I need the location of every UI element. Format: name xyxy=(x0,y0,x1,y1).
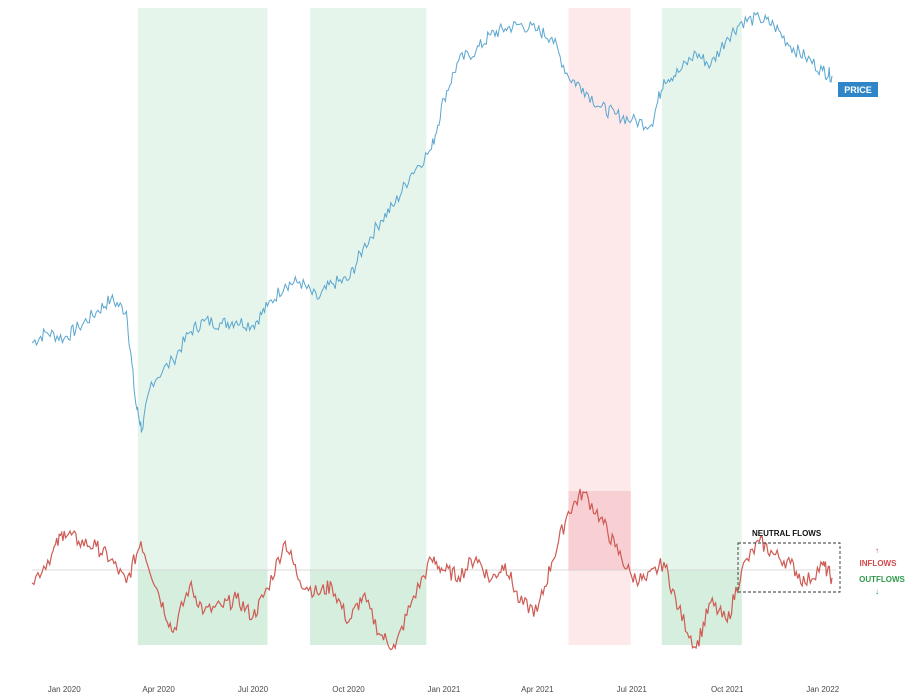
outflow-zone-1 xyxy=(310,570,427,645)
inflow-arrow-icon: ↑ xyxy=(875,546,879,555)
neutral-flows-annotation: NEUTRAL FLOWS xyxy=(737,529,841,593)
inflow-zone-2 xyxy=(568,491,631,570)
x-axis-ticks: Jan 2020 Apr 2020 Jul 2020 Oct 2020 Jan 2021… xyxy=(48,685,840,694)
inflows-label: INFLOWS xyxy=(860,559,898,568)
x-tick-label: Oct 2020 xyxy=(332,685,365,694)
neutral-flows-box xyxy=(737,542,841,593)
price-tag-background xyxy=(838,82,878,97)
neutral-flows-label: NEUTRAL FLOWS xyxy=(752,529,822,538)
x-tick-label: Jan 2020 xyxy=(48,685,81,694)
x-tick-label: Oct 2021 xyxy=(711,685,744,694)
shaded-period-3 xyxy=(661,8,742,645)
outflows-label: OUTFLOWS xyxy=(859,575,905,584)
price-tag: PRICE xyxy=(838,82,878,97)
flows-series-line xyxy=(31,488,833,651)
shaded-periods xyxy=(137,8,742,645)
price-tag-label: PRICE xyxy=(844,85,872,95)
x-tick-label: Jul 2020 xyxy=(238,685,269,694)
shaded-period-1 xyxy=(310,8,427,645)
x-tick-label: Jul 2021 xyxy=(617,685,648,694)
price-series-line xyxy=(31,11,833,433)
x-tick-label: Jan 2021 xyxy=(427,685,460,694)
x-tick-label: Apr 2021 xyxy=(521,685,554,694)
outflow-arrow-icon: ↓ xyxy=(875,587,879,596)
shaded-period-0 xyxy=(137,8,268,645)
x-tick-label: Apr 2020 xyxy=(142,685,175,694)
flow-legend: ↑ INFLOWS OUTFLOWS ↓ xyxy=(859,546,905,596)
x-tick-label: Jan 2022 xyxy=(806,685,839,694)
